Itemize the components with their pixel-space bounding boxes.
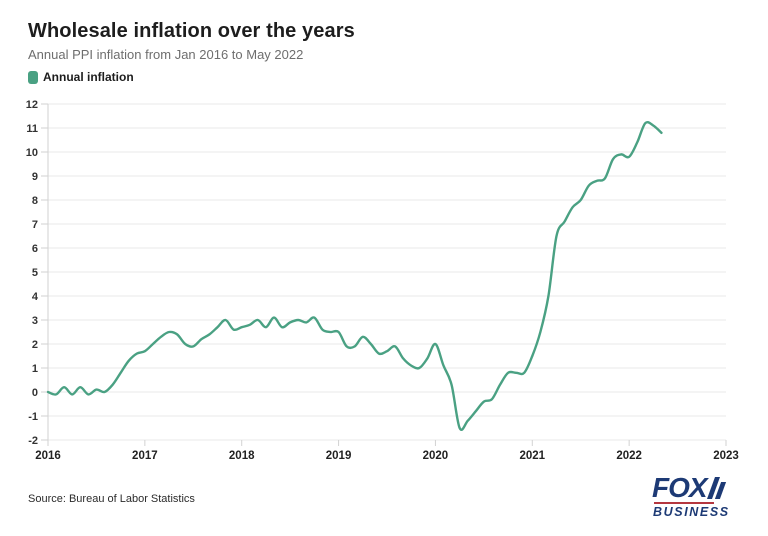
svg-text:12: 12 xyxy=(26,99,38,111)
svg-text:5: 5 xyxy=(32,267,38,279)
svg-text:10: 10 xyxy=(26,147,38,159)
grid-lines xyxy=(48,103,726,441)
svg-text:2021: 2021 xyxy=(519,450,545,462)
x-axis-labels: 2016 2017 2018 2019 2020 2021 2022 2023 xyxy=(35,450,739,462)
axes xyxy=(41,103,727,446)
fox-logo-text: FOX xyxy=(652,472,708,503)
svg-text:-2: -2 xyxy=(28,435,38,447)
svg-text:8: 8 xyxy=(32,195,38,207)
svg-text:-1: -1 xyxy=(28,411,38,423)
fox-business-logo: FOX BUSINESS xyxy=(652,472,742,520)
svg-text:2020: 2020 xyxy=(423,450,449,462)
source-note: Source: Bureau of Labor Statistics xyxy=(28,493,195,505)
legend-swatch-annual-inflation xyxy=(28,70,38,84)
fox-business-text: BUSINESS xyxy=(653,505,730,519)
fox-logo-red-rule xyxy=(654,501,714,504)
svg-text:9: 9 xyxy=(32,171,38,183)
svg-text:2018: 2018 xyxy=(229,450,255,462)
svg-text:0: 0 xyxy=(32,387,38,399)
svg-text:2016: 2016 xyxy=(35,450,61,462)
svg-text:4: 4 xyxy=(32,291,39,303)
svg-text:1: 1 xyxy=(32,363,38,375)
svg-text:6: 6 xyxy=(32,243,38,255)
fox-logo-slashes-icon xyxy=(706,477,727,499)
svg-text:2022: 2022 xyxy=(616,450,642,462)
page-title: Wholesale inflation over the years xyxy=(28,20,355,42)
svg-text:11: 11 xyxy=(26,123,38,135)
legend-label: Annual inflation xyxy=(43,70,134,84)
svg-text:2017: 2017 xyxy=(132,450,158,462)
chart-subtitle: Annual PPI inflation from Jan 2016 to Ma… xyxy=(28,47,304,62)
svg-text:2023: 2023 xyxy=(713,450,739,462)
svg-text:2: 2 xyxy=(32,339,38,351)
svg-text:3: 3 xyxy=(32,315,38,327)
svg-text:7: 7 xyxy=(32,219,38,231)
series-line-annual-inflation xyxy=(46,120,663,431)
svg-text:2019: 2019 xyxy=(326,450,352,462)
fox-logo-wordmark: FOX xyxy=(652,472,727,503)
chart-legend: Annual inflation xyxy=(28,70,134,84)
